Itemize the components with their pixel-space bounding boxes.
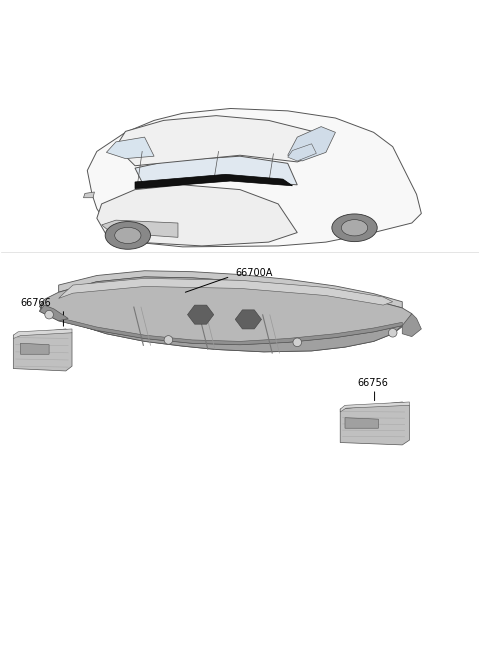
- Text: 66766: 66766: [21, 298, 51, 308]
- Polygon shape: [97, 185, 297, 246]
- Polygon shape: [116, 115, 326, 166]
- Polygon shape: [135, 156, 297, 187]
- Ellipse shape: [105, 222, 151, 249]
- Text: 66700A: 66700A: [235, 268, 273, 277]
- Polygon shape: [102, 220, 178, 237]
- Ellipse shape: [341, 220, 368, 236]
- Polygon shape: [402, 314, 421, 337]
- Polygon shape: [39, 299, 402, 352]
- Polygon shape: [235, 310, 262, 329]
- Polygon shape: [288, 144, 316, 161]
- Polygon shape: [84, 192, 95, 197]
- Polygon shape: [345, 418, 378, 428]
- Polygon shape: [59, 318, 402, 344]
- Polygon shape: [107, 137, 154, 159]
- Ellipse shape: [115, 228, 141, 243]
- Circle shape: [164, 336, 173, 344]
- Polygon shape: [21, 343, 49, 354]
- Circle shape: [45, 310, 53, 319]
- Polygon shape: [135, 174, 292, 189]
- Polygon shape: [59, 271, 402, 308]
- Polygon shape: [288, 127, 336, 161]
- Text: 66756: 66756: [357, 379, 388, 388]
- Polygon shape: [39, 305, 68, 321]
- Polygon shape: [340, 402, 409, 412]
- Circle shape: [293, 338, 301, 346]
- Ellipse shape: [332, 214, 377, 241]
- Polygon shape: [59, 278, 393, 305]
- Polygon shape: [13, 329, 72, 371]
- Polygon shape: [87, 108, 421, 247]
- Polygon shape: [39, 277, 412, 352]
- Circle shape: [388, 329, 397, 337]
- Polygon shape: [13, 329, 72, 338]
- Polygon shape: [188, 305, 214, 324]
- Polygon shape: [340, 402, 409, 445]
